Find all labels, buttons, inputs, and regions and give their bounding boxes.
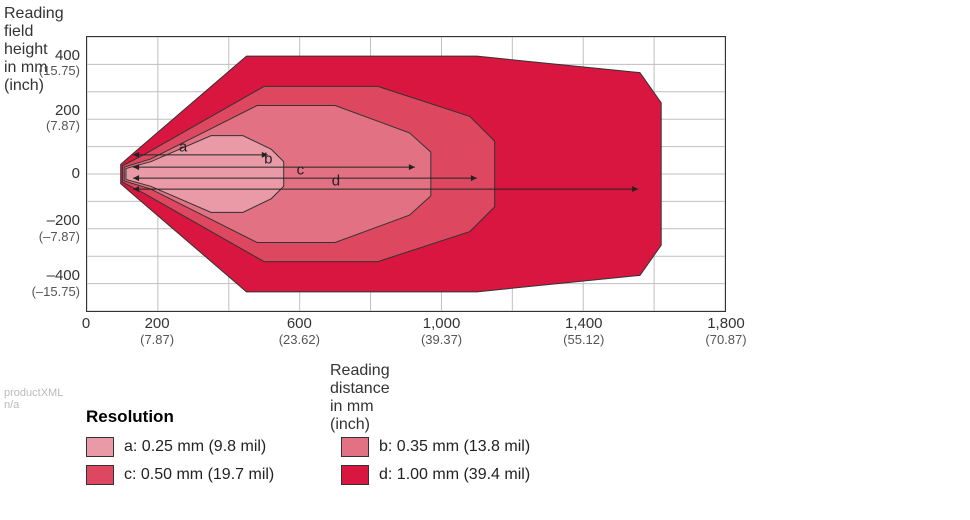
y-tick: 0 xyxy=(0,166,80,183)
legend: Resolution a: 0.25 mm (9.8 mil) b: 0.35 m… xyxy=(86,407,551,493)
y-tick: –400(–15.75) xyxy=(0,268,80,299)
legend-swatch xyxy=(341,437,369,457)
y-tick: 200(7.87) xyxy=(0,103,80,134)
x-tick: 1,800(70.87) xyxy=(686,316,766,347)
arrow-d-label: d xyxy=(332,173,340,190)
y-tick: –200(–7.87) xyxy=(0,213,80,244)
legend-row: c: 0.50 mm (19.7 mil) d: 1.00 mm (39.4 mi… xyxy=(86,465,551,485)
x-tick: 1,000(39.37) xyxy=(402,316,482,347)
legend-title: Resolution xyxy=(86,407,551,427)
legend-swatch xyxy=(86,437,114,457)
y-tick: 400(15.75) xyxy=(0,48,80,79)
legend-item: a: 0.25 mm (9.8 mil) xyxy=(86,437,296,457)
x-tick: 600(23.62) xyxy=(259,316,339,347)
legend-label: a: 0.25 mm (9.8 mil) xyxy=(124,438,266,456)
legend-row: a: 0.25 mm (9.8 mil) b: 0.35 mm (13.8 mil… xyxy=(86,437,551,457)
arrow-a-label: a xyxy=(179,138,187,155)
watermark: productXML n/a xyxy=(4,387,63,411)
plot-area: a b c d xyxy=(86,36,726,312)
x-tick: 0 xyxy=(46,316,126,333)
arrow-b-label: b xyxy=(264,151,272,168)
x-tick: 200(7.87) xyxy=(117,316,197,347)
legend-swatch xyxy=(86,465,114,485)
legend-item: d: 1.00 mm (39.4 mil) xyxy=(341,465,551,485)
legend-label: c: 0.50 mm (19.7 mil) xyxy=(124,466,274,484)
legend-label: b: 0.35 mm (13.8 mil) xyxy=(379,438,530,456)
legend-label: d: 1.00 mm (39.4 mil) xyxy=(379,466,530,484)
legend-item: b: 0.35 mm (13.8 mil) xyxy=(341,437,551,457)
arrow-c-label: c xyxy=(297,162,305,179)
legend-item: c: 0.50 mm (19.7 mil) xyxy=(86,465,296,485)
legend-swatch xyxy=(341,465,369,485)
x-tick: 1,400(55.12) xyxy=(544,316,624,347)
